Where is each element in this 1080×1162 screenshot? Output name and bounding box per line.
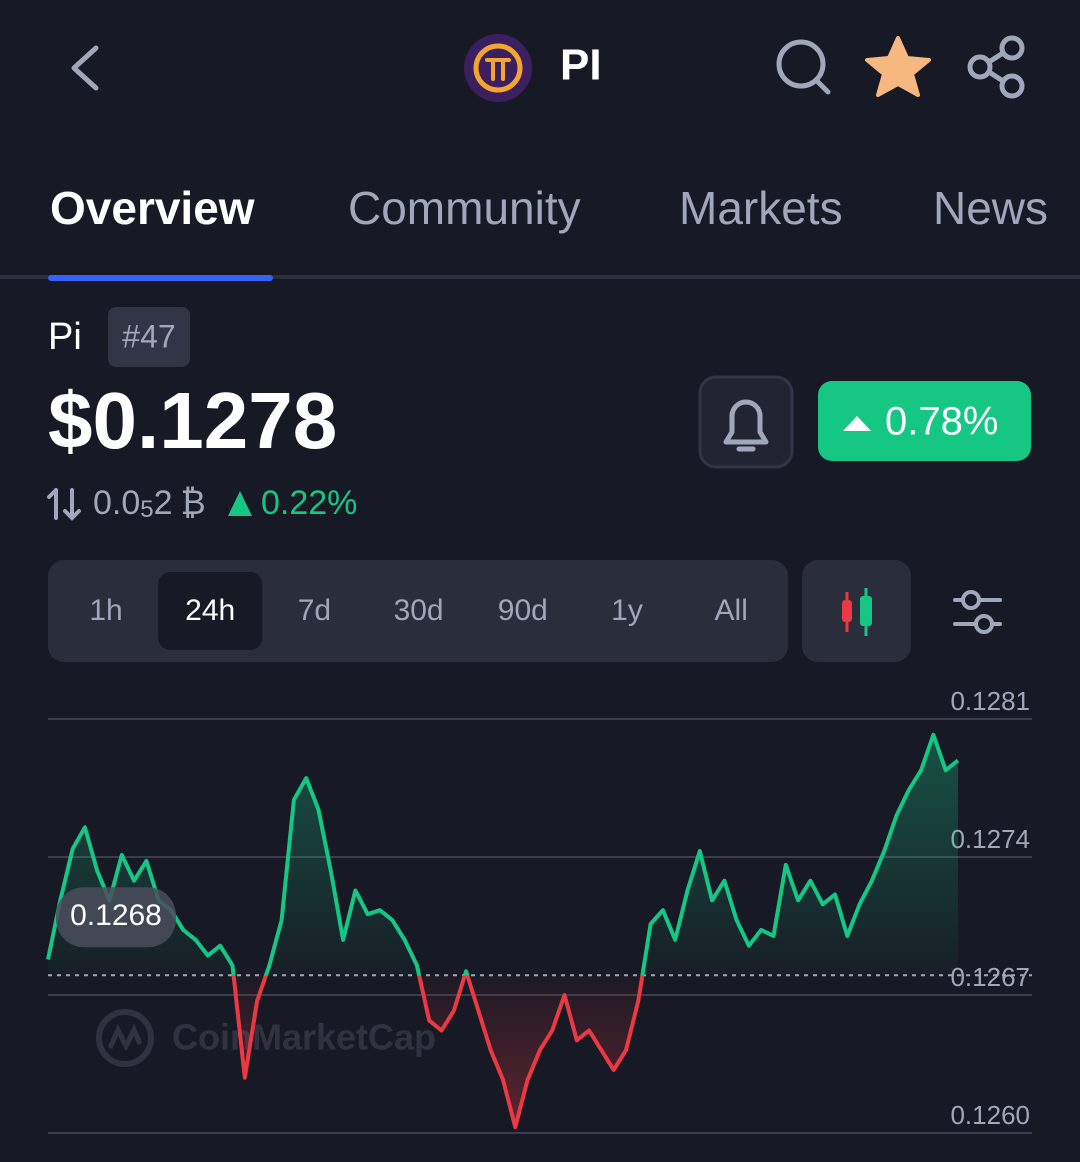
candle-icon <box>842 588 872 636</box>
timeframe-option[interactable]: 1h <box>89 594 122 627</box>
y-tick-label: 0.1267 <box>950 962 1030 992</box>
y-tick-label: 0.1281 <box>950 686 1030 716</box>
btc-change: 0.22% <box>261 484 357 522</box>
coin-logo <box>464 34 532 102</box>
btc-price-zeros: 5 <box>140 496 153 523</box>
chart-type-button[interactable] <box>802 560 911 662</box>
btc-price-digits: 2 <box>154 484 173 522</box>
swap-icon <box>47 488 81 521</box>
share-button[interactable] <box>967 35 1025 99</box>
timeframe-option[interactable]: 1y <box>611 594 643 627</box>
alert-button[interactable] <box>698 375 794 469</box>
tab[interactable]: News <box>933 182 1048 234</box>
btc-price: 0.052 ₿ <box>93 484 206 523</box>
timeframe-option[interactable]: 24h <box>185 594 235 627</box>
tab-indicator <box>48 275 273 281</box>
watermark: CoinMarketCap <box>96 1009 436 1067</box>
search-button[interactable] <box>776 39 831 95</box>
timeframe-option[interactable]: 90d <box>498 594 548 627</box>
tab[interactable]: Community <box>348 182 581 234</box>
header-title: PI <box>560 41 602 90</box>
watchlist-star[interactable] <box>865 36 931 97</box>
price: $0.1278 <box>48 376 337 465</box>
y-tick-label: 0.1260 <box>950 1100 1030 1130</box>
btc-change-arrow <box>228 491 252 516</box>
price-line <box>46 732 960 1130</box>
y-tick-label: 0.1274 <box>950 824 1030 854</box>
tab[interactable]: Markets <box>679 182 843 234</box>
settings-button[interactable] <box>953 590 1002 634</box>
change-arrow <box>843 416 871 431</box>
rank-badge <box>108 307 190 367</box>
coin-name: Pi <box>48 316 82 358</box>
bell-icon <box>723 399 769 452</box>
timeframe-active <box>158 572 263 650</box>
timeframe-option[interactable]: 30d <box>394 594 444 627</box>
change-24h: 0.78% <box>885 400 998 444</box>
tab[interactable]: Overview <box>50 182 255 234</box>
reference-badge <box>56 887 176 948</box>
coin-rank: #47 <box>122 318 175 354</box>
tab-divider <box>0 275 1080 279</box>
watermark-text: CoinMarketCap <box>172 1017 436 1058</box>
back-button[interactable] <box>71 45 99 91</box>
change-badge <box>818 381 1031 461</box>
timeframe-option[interactable]: 7d <box>298 594 331 627</box>
btc-symbol: ₿ <box>181 484 206 522</box>
btc-price-main: 0.0 <box>93 484 140 522</box>
timeframe-option[interactable]: All <box>715 594 748 627</box>
reference-label: 0.1268 <box>70 899 162 932</box>
